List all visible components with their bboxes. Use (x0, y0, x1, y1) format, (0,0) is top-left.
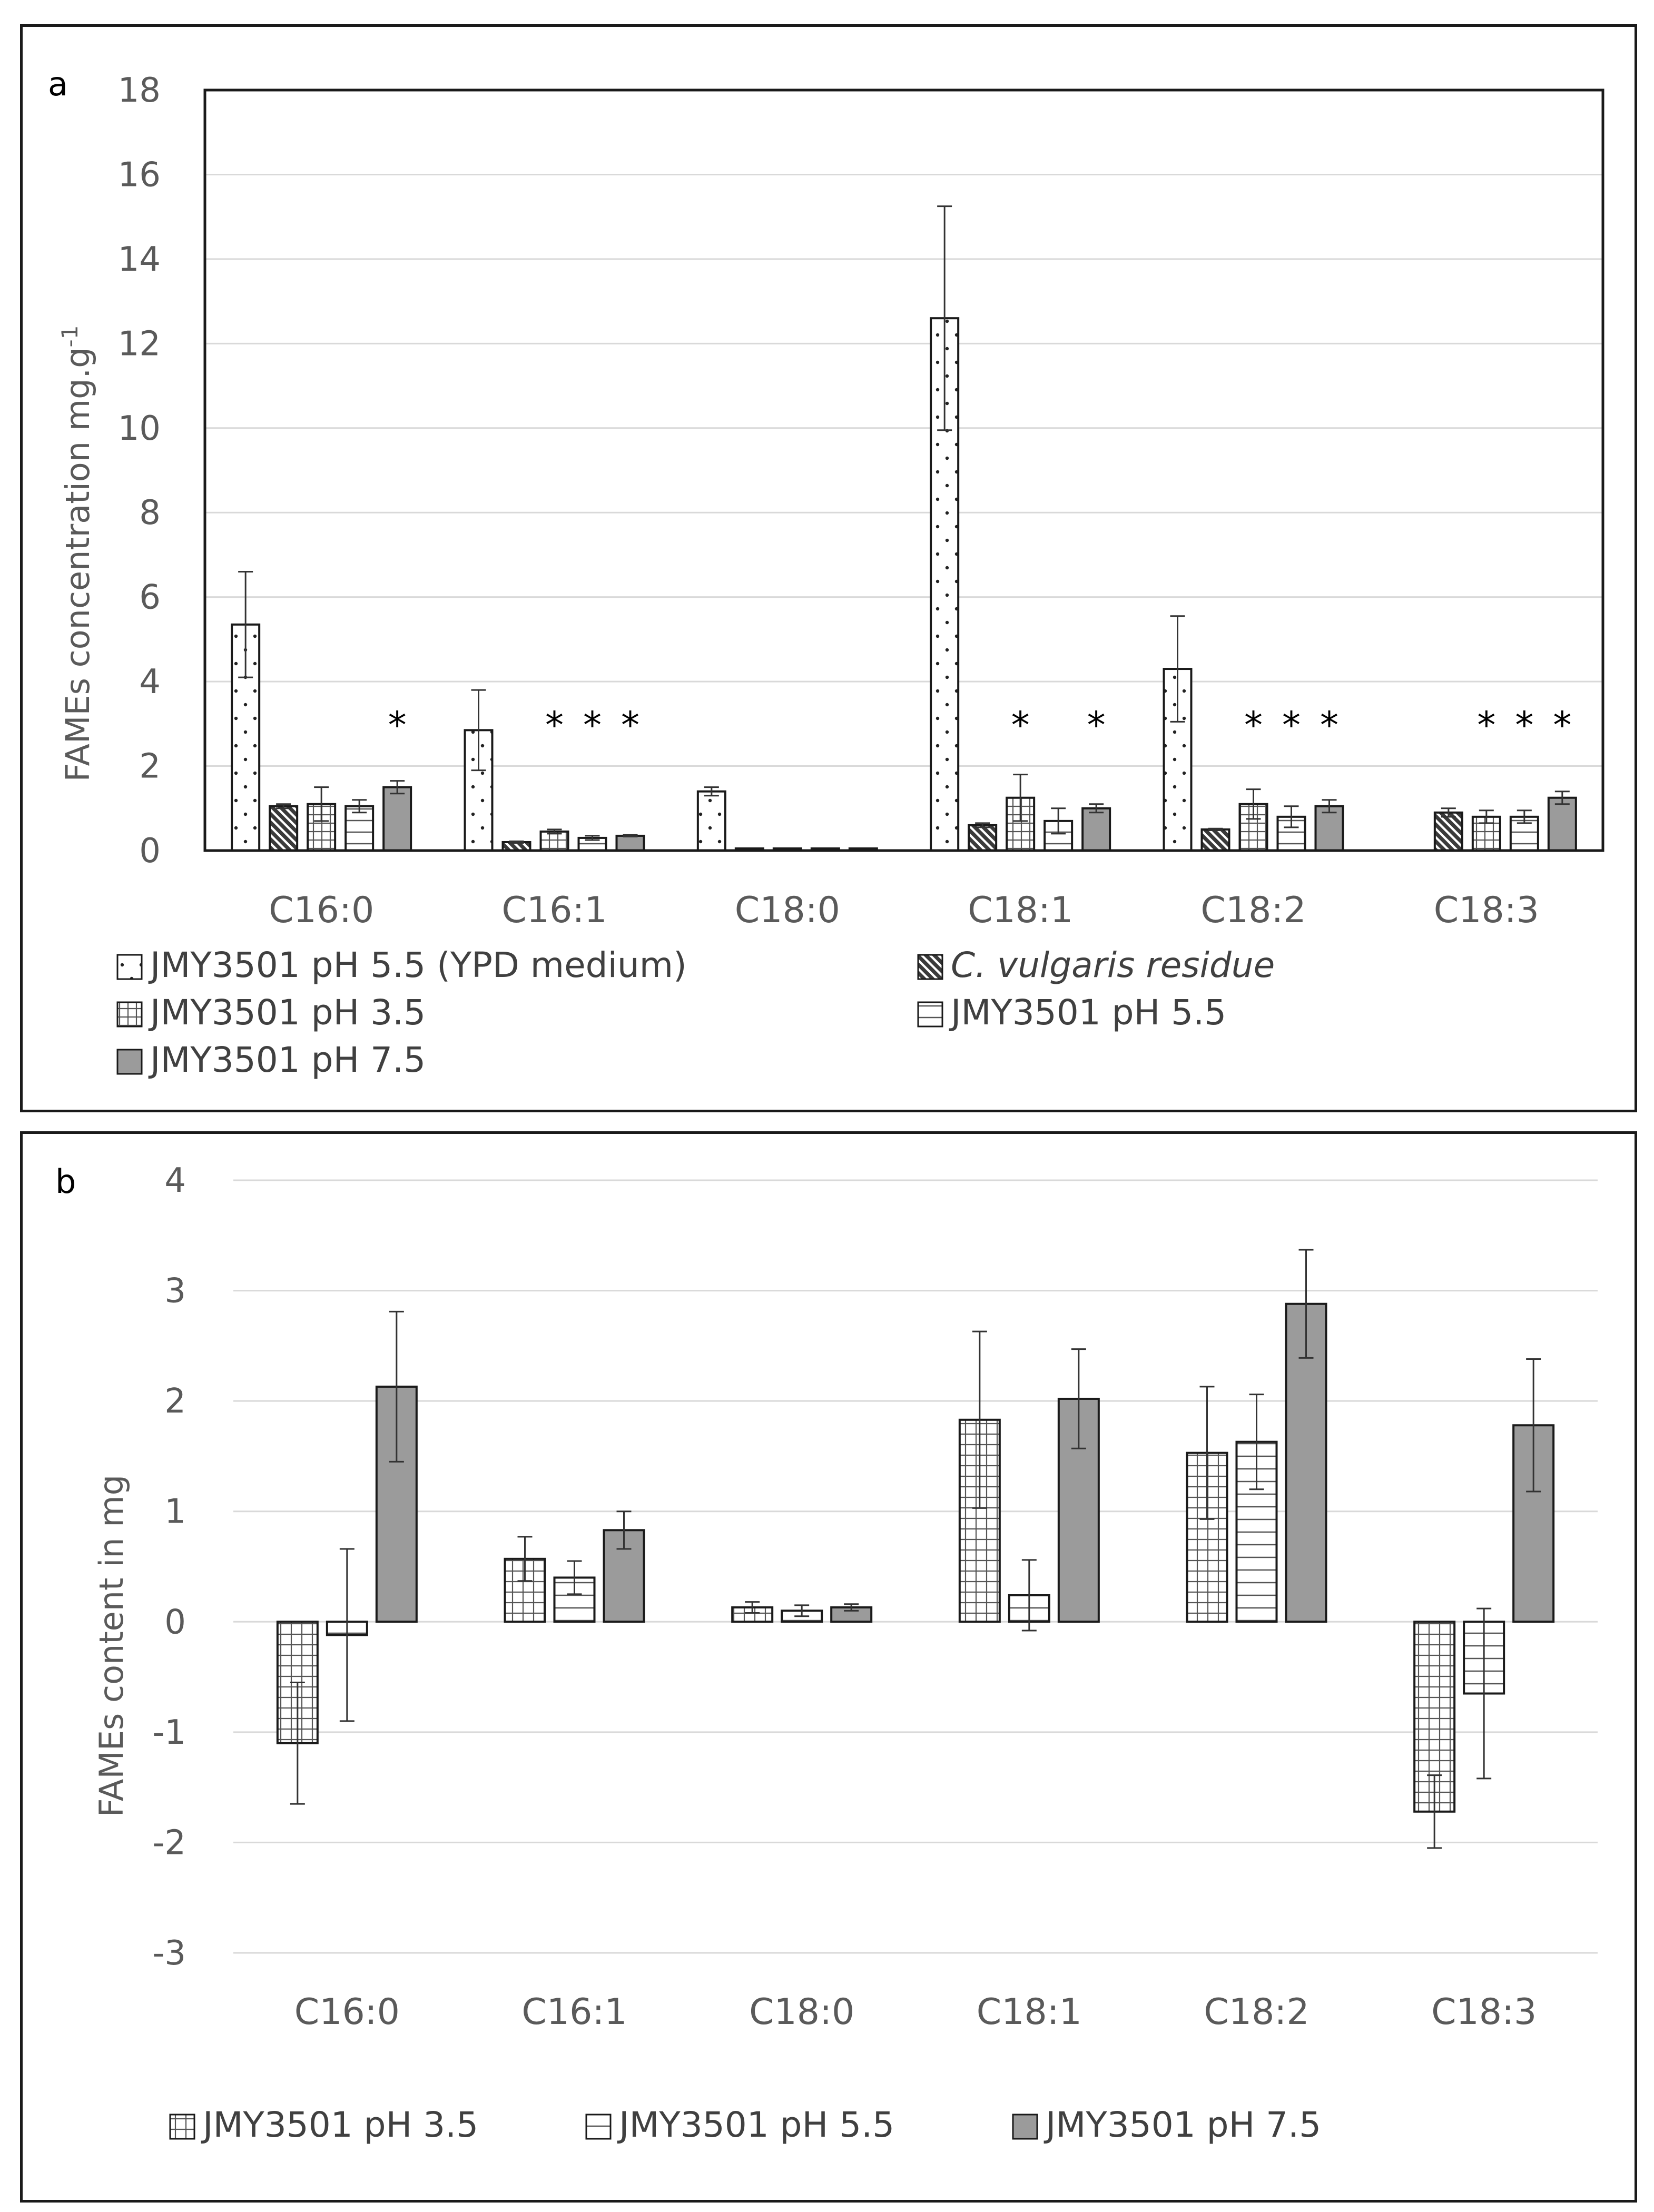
legend-label: JMY3501 pH 5.5 (617, 2105, 894, 2145)
legend-swatch (917, 954, 943, 980)
legend-item-ph75: JMY3501 pH 7.5 (1012, 2105, 1321, 2145)
significance-star: * (1282, 704, 1301, 747)
gridlines-b (233, 1179, 1598, 1954)
significance-star: * (1320, 704, 1338, 747)
significance-star: * (1477, 704, 1495, 747)
panel-label-a: a (48, 65, 68, 103)
legend-swatch (116, 954, 143, 980)
legend-swatch (116, 1001, 143, 1028)
significance-star: * (545, 704, 564, 747)
significance-star: * (1515, 704, 1533, 747)
category-label: C18:3 (1431, 1991, 1537, 2033)
legend-a: JMY3501 pH 5.5 (YPD medium) C. vulgaris r… (116, 945, 1275, 1080)
legend-item-resid: C. vulgaris residue (917, 945, 1275, 985)
legend-item-ypd: JMY3501 pH 5.5 (YPD medium) (116, 945, 687, 985)
y-tick-label: 4 (139, 663, 161, 702)
bar (968, 824, 998, 852)
y-tick-label: 2 (139, 747, 161, 786)
y-tick-label: 10 (118, 409, 161, 448)
category-labels-b: C16:0 C16:1 C18:0 C18:1 C18:2 C18:3 (294, 1991, 1537, 2033)
panel-b: b FAMEs content in mg -3 -2 -1 0 1 2 3 4 C16:0 C… (20, 1131, 1637, 2203)
plot-frame-a (203, 88, 1604, 852)
chart-a-svg: a FAMEs concentration mg.g-1 0 2 4 6 8 10 12 14… (48, 65, 1604, 1080)
legend-label: JMY3501 pH 3.5 (148, 992, 426, 1033)
bar (1547, 796, 1577, 852)
category-label: C18:0 (749, 1991, 854, 2033)
legend-item-ph75: JMY3501 pH 7.5 (116, 1040, 426, 1080)
bar (382, 786, 412, 852)
legend-b: JMY3501 pH 3.5 JMY3501 pH 5.5 JMY3501 pH 7… (169, 2105, 1321, 2145)
bar (1200, 828, 1230, 852)
significance-star: * (1553, 704, 1571, 747)
category-label: C18:2 (1204, 1991, 1309, 2033)
y-tick-label: -2 (152, 1823, 186, 1862)
significance-star: * (1011, 704, 1030, 747)
significance-star: * (583, 704, 602, 747)
error-bars-a (238, 205, 1570, 844)
y-tick-label: 3 (164, 1272, 186, 1311)
category-label: C18:0 (735, 890, 840, 931)
bar (696, 790, 726, 852)
y-tick-label: 0 (139, 832, 161, 871)
y-tick-labels-a: 0 2 4 6 8 10 12 14 16 18 (118, 71, 161, 871)
legend-item-ph55: JMY3501 pH 5.5 (585, 2105, 894, 2145)
legend-swatch (116, 1049, 143, 1075)
y-tick-label: 8 (139, 493, 161, 532)
legend-swatch (585, 2114, 612, 2140)
legend-swatch (169, 2114, 195, 2140)
bar (1081, 807, 1111, 852)
legend-item-ph35: JMY3501 pH 3.5 (116, 992, 426, 1033)
y-tick-label: 4 (164, 1161, 186, 1200)
bar (1314, 805, 1344, 852)
category-labels-a: C16:0 C16:1 C18:0 C18:1 C18:2 C18:3 (269, 890, 1539, 931)
y-axis-label-a: FAMEs concentration mg.g-1 (57, 325, 97, 782)
bars-b (276, 1302, 1555, 1813)
legend-label: C. vulgaris residue (951, 945, 1275, 985)
category-label: C16:1 (521, 1991, 627, 2033)
bar (615, 834, 645, 852)
significance-markers-a: * * * * * * * * * * * * (388, 704, 1572, 747)
panel-a: a FAMEs concentration mg.g-1 0 2 4 6 8 10 12 14… (20, 24, 1637, 1112)
legend-label: JMY3501 pH 5.5 (949, 992, 1226, 1033)
category-label: C16:0 (294, 1991, 400, 2033)
error-bars-b (290, 1249, 1541, 1849)
category-label: C18:1 (968, 890, 1073, 931)
y-tick-label: 18 (118, 71, 161, 110)
y-tick-label: 0 (164, 1603, 186, 1642)
bar (1433, 811, 1463, 852)
panel-label-b: b (55, 1162, 76, 1201)
bars-a (231, 317, 1577, 852)
y-tick-label: -3 (152, 1934, 186, 1973)
category-label: C18:1 (977, 1991, 1082, 2033)
y-tick-label: 1 (164, 1493, 186, 1532)
legend-swatch (917, 1001, 943, 1028)
category-label: C16:1 (501, 890, 607, 931)
y-tick-label: 16 (118, 155, 161, 194)
y-tick-label: 2 (164, 1382, 186, 1421)
significance-star: * (388, 704, 407, 747)
y-tick-label: 6 (139, 578, 161, 617)
significance-star: * (1244, 704, 1263, 747)
legend-label: JMY3501 pH 3.5 (201, 2105, 478, 2145)
y-tick-labels-b: -3 -2 -1 0 1 2 3 4 (152, 1161, 186, 1973)
bar (539, 830, 569, 852)
category-label: C18:2 (1200, 890, 1306, 931)
legend-item-ph55: JMY3501 pH 5.5 (917, 992, 1226, 1033)
y-tick-label: 12 (118, 324, 161, 363)
category-label: C16:0 (269, 890, 374, 931)
legend-label: JMY3501 pH 7.5 (148, 1040, 426, 1080)
bar (269, 805, 299, 852)
gridlines-a (205, 89, 1603, 852)
legend-swatch (1012, 2114, 1038, 2140)
y-tick-label: 14 (118, 240, 161, 279)
category-label: C18:3 (1434, 890, 1539, 931)
significance-star: * (1087, 704, 1106, 747)
legend-label: JMY3501 pH 5.5 (YPD medium) (148, 945, 687, 985)
significance-star: * (621, 704, 639, 747)
y-axis-label-b: FAMEs content in mg (92, 1475, 131, 1817)
legend-label: JMY3501 pH 7.5 (1043, 2105, 1321, 2145)
y-tick-label: -1 (152, 1713, 186, 1752)
legend-item-ph35: JMY3501 pH 3.5 (169, 2105, 478, 2145)
